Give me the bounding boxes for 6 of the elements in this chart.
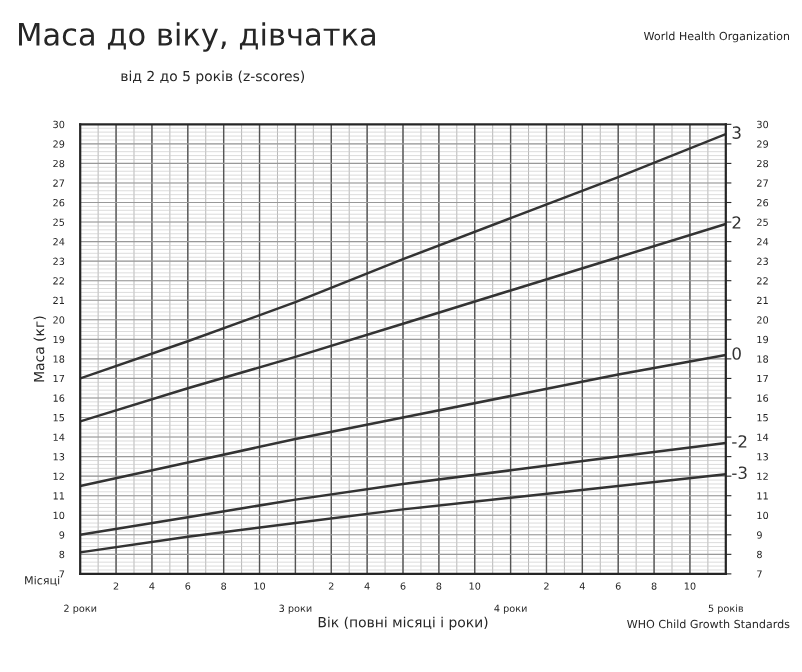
legend-label: -3 [732, 466, 747, 480]
legend-label: 0 [732, 347, 741, 360]
legend-label: 2 [732, 216, 741, 229]
legend-label: 3 [732, 126, 741, 139]
legend-label: -2 [732, 435, 747, 448]
chart-title: Маса до віку, дівчатка [19, 22, 375, 52]
